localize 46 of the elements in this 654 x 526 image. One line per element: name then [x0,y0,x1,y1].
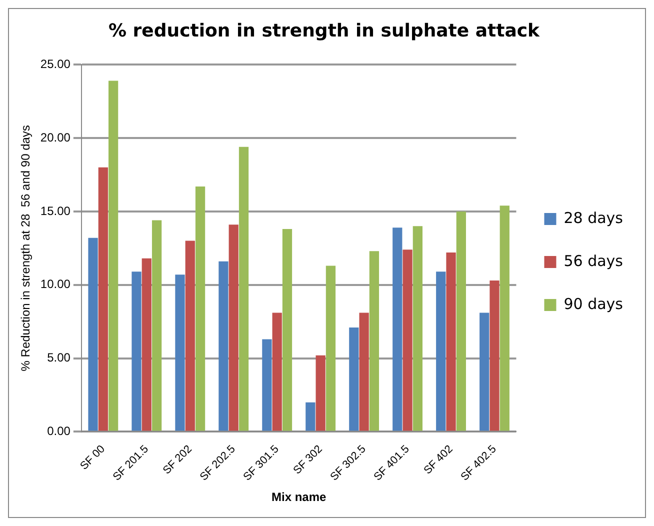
legend-label: 56 days [564,252,624,270]
bar [282,229,292,431]
bar [185,240,195,431]
bar [218,261,228,431]
bar [402,250,412,431]
chart-title: % reduction in strength in sulphate attack [108,20,541,42]
y-tick-label: 20.00 [40,130,71,144]
y-tick-label: 10.00 [40,277,71,292]
bar [490,280,500,431]
bar [359,312,369,431]
bar [500,206,510,431]
bar [392,228,402,431]
bar [228,224,238,431]
y-tick-label: 25.00 [40,56,71,71]
bar [195,186,206,431]
bar [108,80,118,431]
bar [349,327,359,431]
bar [152,220,162,431]
bar [446,252,456,431]
bar [88,238,98,431]
y-tick-label: 0.00 [47,424,71,438]
bar [142,258,152,431]
bar [369,251,380,431]
bar [238,146,249,431]
x-tick-label: SF 302 [291,443,325,477]
bar [480,312,490,431]
bar [436,272,446,431]
y-tick-label: 15.00 [40,204,71,218]
bar [456,211,466,431]
x-tick-label: SF 402 [422,443,456,477]
bar [175,274,185,431]
x-tick-label: SF 202 [160,443,194,477]
bar [316,355,326,431]
bar [326,266,336,431]
x-tick-label: SF 00 [78,443,108,472]
bar [98,167,108,431]
y-axis-title: % Reduction in strength at 28 56 and 90 days [18,125,33,372]
bar [132,272,142,431]
bar [412,226,422,431]
x-axis-title: Mix name [271,490,327,504]
y-tick-label: 5.00 [47,350,71,365]
bar [306,402,316,431]
legend-label: 90 days [564,294,624,313]
bar [262,339,272,431]
bar [272,312,282,431]
legend-label: 28 days [564,208,624,227]
